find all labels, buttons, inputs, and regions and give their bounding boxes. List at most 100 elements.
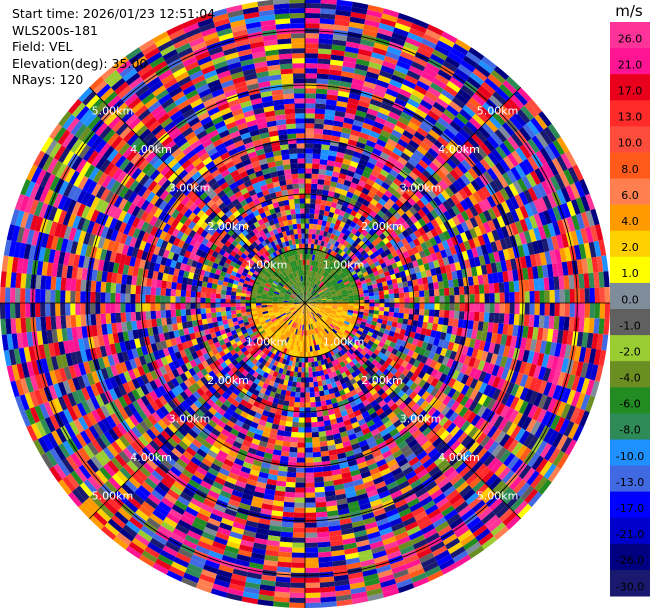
velocity-cell bbox=[321, 284, 327, 290]
velocity-cell bbox=[322, 264, 327, 270]
velocity-cell bbox=[307, 293, 311, 299]
velocity-cell bbox=[314, 294, 320, 298]
velocity-cell bbox=[324, 328, 329, 334]
velocity-cell bbox=[310, 304, 316, 307]
velocity-cell bbox=[311, 265, 315, 272]
velocity-cell bbox=[310, 289, 315, 295]
velocity-cell bbox=[321, 285, 327, 291]
velocity-cell bbox=[320, 308, 326, 311]
velocity-cell bbox=[305, 259, 308, 265]
velocity-cell bbox=[321, 298, 327, 301]
velocity-cell bbox=[312, 322, 317, 329]
velocity-cell bbox=[313, 316, 317, 322]
velocity-cell bbox=[305, 298, 308, 303]
velocity-cell bbox=[321, 299, 327, 302]
velocity-cell bbox=[314, 321, 319, 328]
velocity-cell bbox=[309, 288, 314, 294]
velocity-cell bbox=[316, 273, 320, 279]
velocity-cell bbox=[332, 272, 338, 278]
velocity-cell bbox=[330, 270, 336, 276]
velocity-cell bbox=[310, 318, 313, 324]
velocity-cell bbox=[314, 260, 319, 267]
velocity-cell bbox=[318, 262, 323, 269]
velocity-cell bbox=[326, 307, 332, 310]
velocity-cell bbox=[354, 303, 360, 306]
velocity-cell bbox=[341, 276, 348, 282]
velocity-cell bbox=[325, 294, 332, 298]
velocity-cell bbox=[308, 294, 313, 299]
velocity-cell bbox=[307, 281, 310, 287]
velocity-cell bbox=[318, 291, 324, 295]
velocity-cell bbox=[309, 312, 314, 318]
velocity-cell bbox=[315, 286, 321, 292]
velocity-cell bbox=[329, 255, 335, 262]
velocity-cell bbox=[316, 327, 320, 333]
velocity-cell bbox=[306, 286, 308, 293]
velocity-cell bbox=[327, 254, 333, 261]
velocity-cell bbox=[305, 303, 308, 309]
velocity-cell bbox=[335, 313, 342, 317]
velocity-cell bbox=[318, 311, 324, 316]
velocity-cell bbox=[341, 289, 348, 294]
velocity-cell bbox=[308, 276, 311, 282]
velocity-cell bbox=[329, 323, 335, 329]
velocity-cell bbox=[341, 310, 348, 315]
velocity-cell bbox=[310, 282, 314, 289]
velocity-cell bbox=[338, 328, 345, 334]
velocity-cell bbox=[305, 281, 308, 287]
velocity-cell bbox=[306, 281, 309, 287]
velocity-cell bbox=[307, 292, 310, 298]
velocity-cell bbox=[307, 259, 310, 266]
velocity-cell bbox=[326, 304, 333, 306]
velocity-cell bbox=[334, 285, 340, 290]
velocity-cell bbox=[315, 300, 322, 302]
velocity-cell bbox=[343, 268, 350, 275]
velocity-cell bbox=[305, 300, 311, 303]
velocity-cell bbox=[353, 297, 360, 301]
velocity-cell bbox=[331, 307, 338, 310]
velocity-cell bbox=[321, 303, 327, 306]
velocity-cell bbox=[353, 294, 360, 298]
velocity-cell bbox=[315, 333, 319, 340]
velocity-cell bbox=[327, 345, 333, 352]
velocity-cell bbox=[347, 312, 353, 316]
velocity-cell bbox=[348, 297, 354, 301]
velocity-cell bbox=[326, 306, 332, 309]
velocity-cell bbox=[331, 308, 337, 312]
velocity-cell bbox=[310, 301, 316, 303]
velocity-cell bbox=[337, 301, 344, 303]
velocity-cell bbox=[315, 301, 322, 303]
velocity-cell bbox=[331, 305, 338, 309]
velocity-cell bbox=[318, 337, 323, 344]
velocity-cell bbox=[306, 292, 309, 298]
velocity-cell bbox=[319, 294, 326, 298]
velocity-cell bbox=[336, 309, 343, 313]
velocity-cell bbox=[315, 305, 321, 308]
velocity-cell bbox=[324, 279, 330, 285]
velocity-cell bbox=[313, 292, 319, 297]
velocity-cell bbox=[317, 289, 323, 294]
velocity-cell bbox=[324, 321, 330, 327]
velocity-cell bbox=[314, 285, 319, 291]
velocity-cell bbox=[315, 306, 321, 309]
velocity-cell bbox=[309, 282, 312, 288]
velocity-cell bbox=[317, 319, 323, 325]
velocity-cell bbox=[353, 305, 360, 309]
velocity-cell bbox=[349, 280, 356, 286]
velocity-cell bbox=[310, 301, 316, 303]
velocity-cell bbox=[311, 311, 316, 316]
velocity-cell bbox=[312, 249, 317, 256]
velocity-cell bbox=[346, 287, 353, 292]
velocity-cell bbox=[333, 283, 339, 289]
velocity-cell bbox=[343, 280, 350, 286]
velocity-cell bbox=[313, 309, 319, 314]
velocity-cell bbox=[324, 259, 330, 266]
velocity-cell bbox=[340, 314, 347, 319]
velocity-cell bbox=[321, 324, 326, 330]
velocity-cell bbox=[326, 298, 333, 301]
velocity-cell bbox=[319, 275, 325, 281]
velocity-cell bbox=[318, 256, 323, 263]
velocity-cell bbox=[321, 315, 327, 321]
velocity-cell bbox=[320, 317, 326, 323]
velocity-cell bbox=[313, 271, 317, 278]
